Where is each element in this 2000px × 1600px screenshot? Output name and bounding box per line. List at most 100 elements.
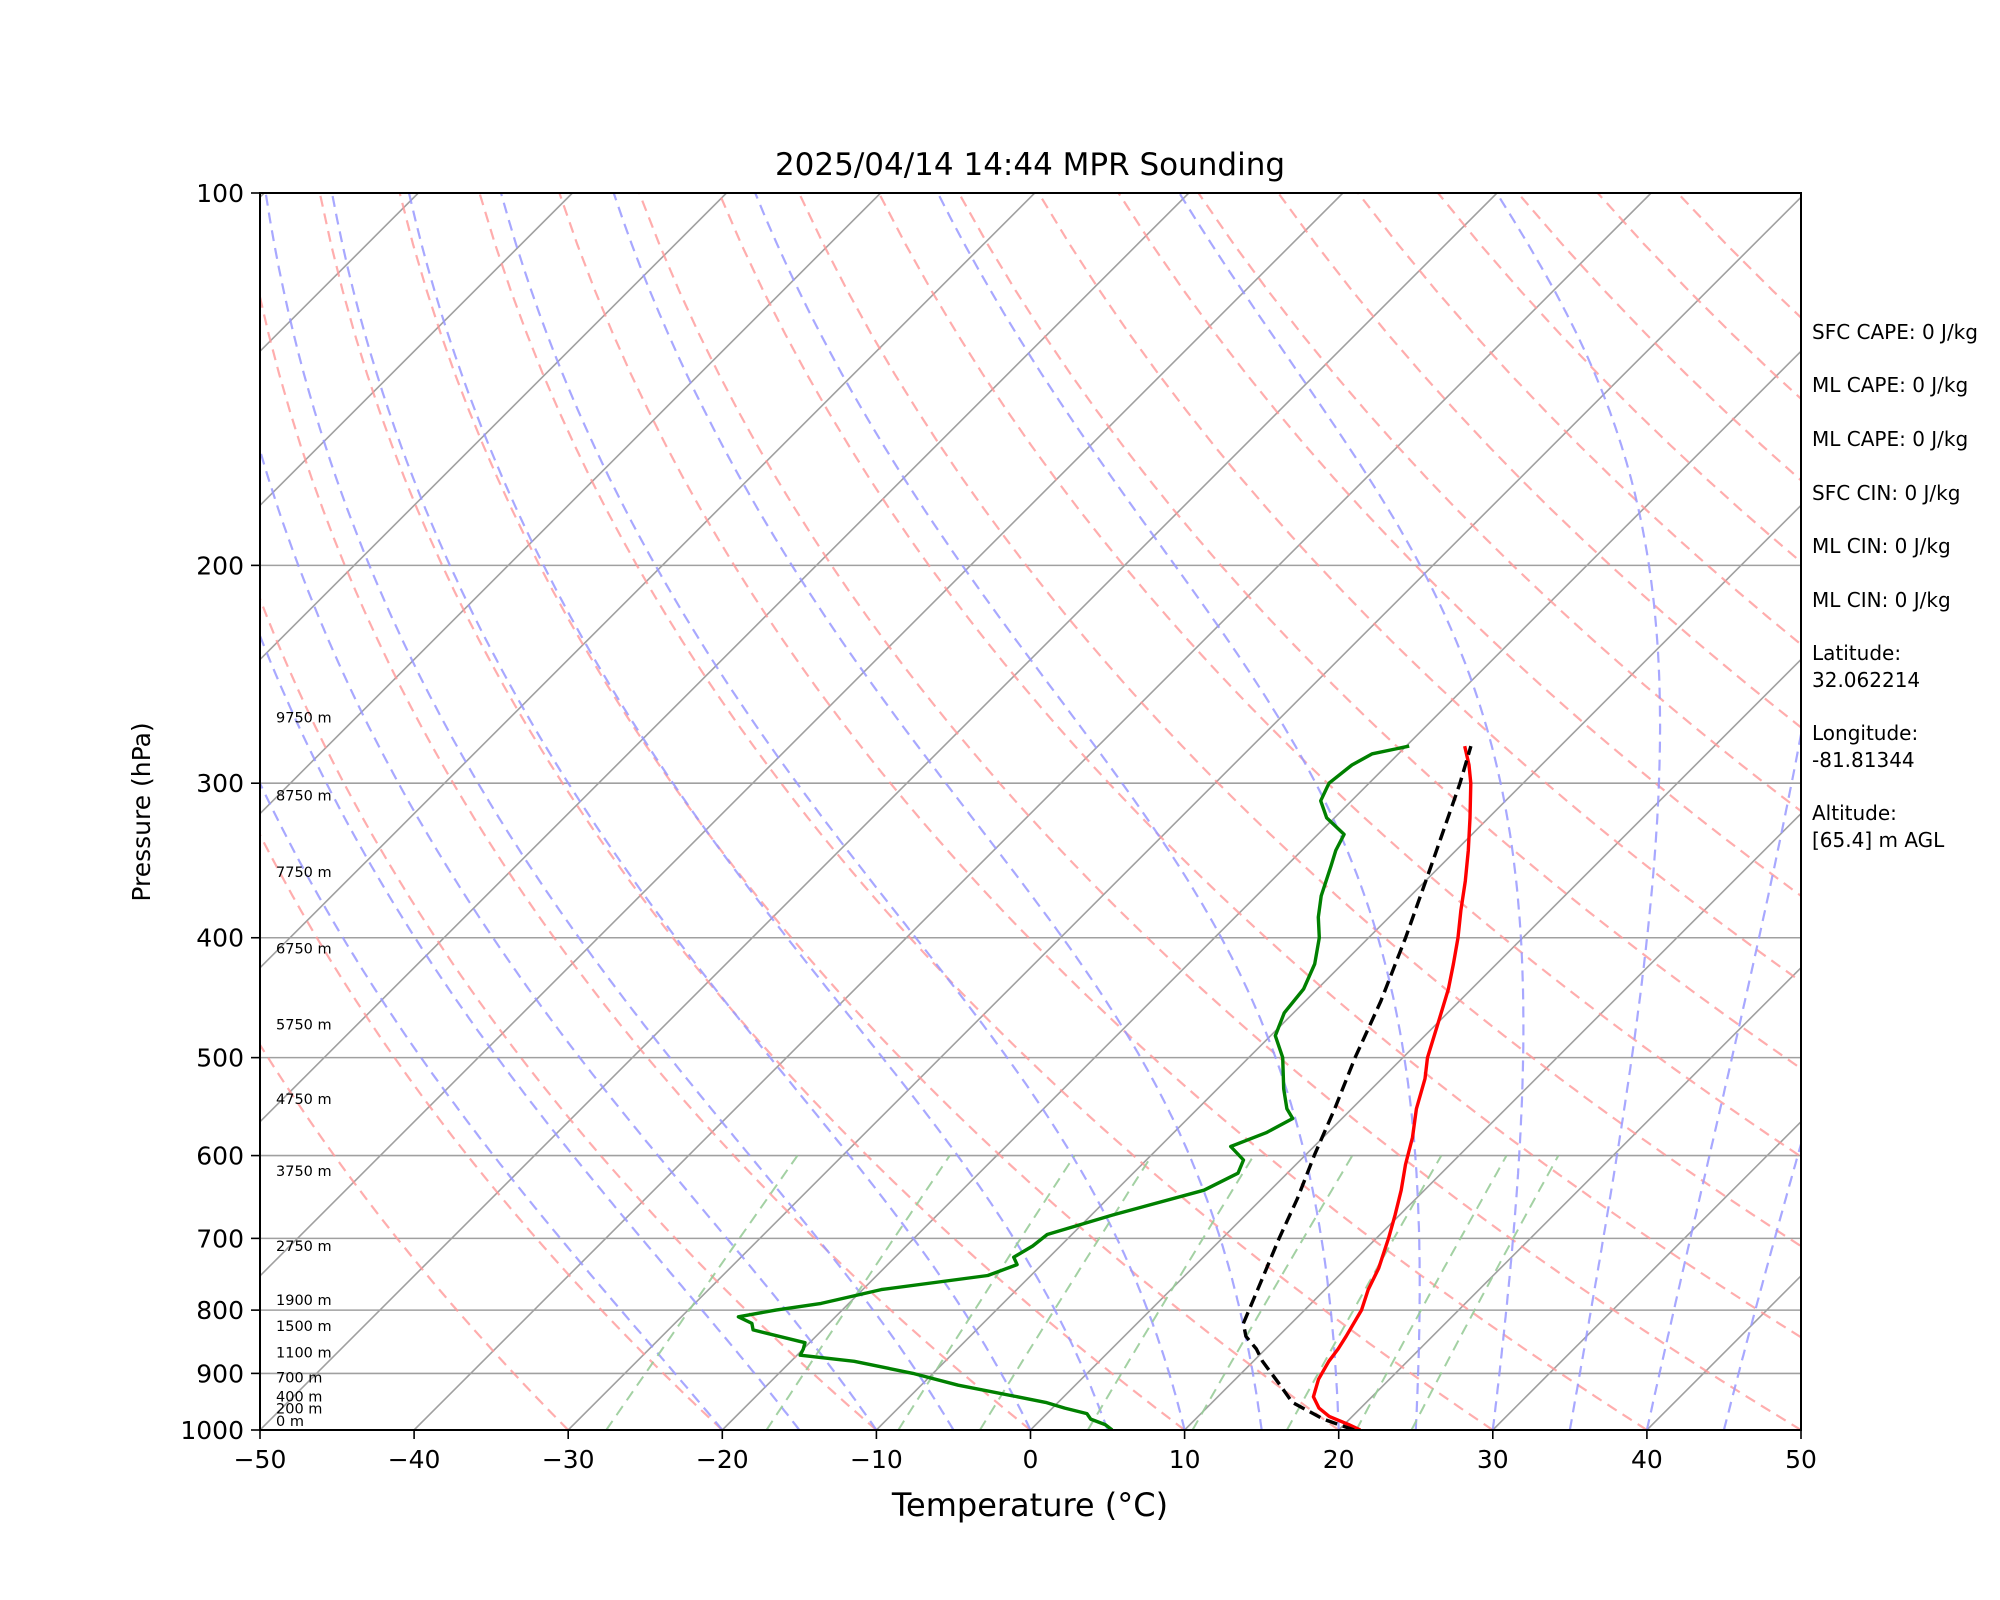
height-label: 8750 m xyxy=(276,788,332,804)
y-tick-label: 500 xyxy=(196,1044,244,1073)
dry-adiabat-line xyxy=(318,193,1186,1430)
dry-adiabat-line xyxy=(260,292,1032,1430)
annotation-text: 32.062214 xyxy=(1812,668,1920,692)
x-tick-label: −20 xyxy=(696,1445,749,1474)
dry-adiabat-line xyxy=(260,1042,569,1430)
moist-adiabat-line xyxy=(330,193,1032,1430)
dry-adiabat-line xyxy=(957,193,1801,1070)
background-lines xyxy=(0,193,1801,1430)
height-label: 700 m xyxy=(276,1370,322,1386)
height-label: 9750 m xyxy=(276,711,332,727)
y-tick-label: 700 xyxy=(196,1224,244,1253)
dewpoint-profile-line xyxy=(736,744,1410,1430)
dry-adiabat-line xyxy=(638,193,1801,1430)
isotherm-line xyxy=(260,193,573,507)
x-tick-label: 10 xyxy=(1169,1445,1201,1474)
x-axis-ticks: −50 −40 −30 −20 −10 0 10 20 30 40 50 xyxy=(234,1430,1817,1474)
y-axis-ticks: 100 200 300 400 500 600 700 800 900 1000 xyxy=(180,179,260,1445)
moist-adiabat-line xyxy=(1722,1140,1801,1430)
x-tick-label: −10 xyxy=(850,1445,903,1474)
mixing-ratio-line xyxy=(1410,1155,1560,1430)
dry-adiabat-line xyxy=(558,193,1648,1430)
dry-adiabat-line xyxy=(877,193,1801,1158)
y-tick-label: 200 xyxy=(196,551,244,580)
y-tick-label: 100 xyxy=(196,179,244,208)
annotation-text: ML CIN: 0 J/kg xyxy=(1812,534,1951,558)
dry-adiabat-line xyxy=(260,595,878,1430)
annotation-text: ML CIN: 0 J/kg xyxy=(1812,588,1951,612)
isotherm-line xyxy=(260,193,882,815)
y-tick-label: 1000 xyxy=(180,1416,244,1445)
annotation-text: Latitude: xyxy=(1812,641,1901,665)
height-label: 5750 m xyxy=(276,1017,332,1033)
isotherm-line xyxy=(260,193,1036,969)
isotherm-line xyxy=(260,193,1190,1123)
mixing-ratio-line xyxy=(1286,1155,1443,1430)
isotherm-line xyxy=(1029,658,1801,1430)
moist-adiabat-line xyxy=(260,780,724,1430)
x-tick-label: 0 xyxy=(1023,1445,1039,1474)
annotation-text: -81.81344 xyxy=(1812,748,1915,772)
mixing-ratio-line xyxy=(1086,1155,1255,1430)
x-axis-label: Temperature (°C) xyxy=(891,1486,1168,1524)
x-tick-label: 30 xyxy=(1477,1445,1509,1474)
isotherm-line xyxy=(260,193,728,661)
annotation-text: Altitude: xyxy=(1812,801,1897,825)
x-tick-label: 40 xyxy=(1631,1445,1663,1474)
height-label: 3750 m xyxy=(276,1164,332,1180)
isotherm-line xyxy=(721,350,1801,1430)
mixing-ratio-line xyxy=(1355,1155,1508,1430)
dry-adiabat-line xyxy=(398,193,1340,1430)
isotherm-line xyxy=(1184,812,1801,1430)
x-tick-label: −40 xyxy=(388,1445,441,1474)
annotation-text: ML CAPE: 0 J/kg xyxy=(1812,427,1968,451)
isotherm-line xyxy=(0,193,110,1430)
dry-adiabat-line xyxy=(260,832,724,1430)
moist-adiabat-line xyxy=(260,446,878,1430)
moist-adiabat-line xyxy=(754,193,1340,1430)
height-label: 400 m xyxy=(276,1389,322,1405)
height-label: 0 m xyxy=(276,1414,304,1430)
annotation-text: SFC CIN: 0 J/kg xyxy=(1812,481,1960,505)
x-tick-label: 50 xyxy=(1785,1445,1817,1474)
moist-adiabat-line xyxy=(407,193,1109,1430)
y-tick-label: 400 xyxy=(196,924,244,953)
isotherm-line xyxy=(260,193,1344,1278)
mixing-ratio-line xyxy=(765,1155,951,1430)
height-label: 4750 m xyxy=(276,1092,332,1108)
moist-adiabat-line xyxy=(264,193,955,1430)
moist-adiabat-line xyxy=(499,193,1186,1430)
mixing-ratio-line xyxy=(605,1155,799,1430)
annotation-text: [65.4] m AGL xyxy=(1812,828,1945,852)
plot-frame xyxy=(259,192,1802,1431)
height-label: 1900 m xyxy=(276,1293,332,1309)
height-label: 6750 m xyxy=(276,942,332,958)
isotherm-line xyxy=(567,196,1801,1430)
moist-adiabat-line xyxy=(612,193,1263,1430)
isotherm-line xyxy=(1492,1120,1801,1430)
y-tick-label: 600 xyxy=(196,1142,244,1171)
isotherm-line xyxy=(260,193,1498,1430)
profile-lines xyxy=(736,744,1473,1430)
height-label: 7750 m xyxy=(276,865,332,881)
height-label: 200 m xyxy=(276,1401,322,1417)
height-label: 1100 m xyxy=(276,1345,332,1361)
dry-adiabat-line xyxy=(478,193,1494,1430)
dry-adiabat-line xyxy=(1197,193,1801,813)
isotherm-line xyxy=(413,193,1652,1430)
moist-adiabat-line xyxy=(1495,193,1662,1430)
mixing-ratio-line xyxy=(897,1155,1076,1430)
mixing-ratio-line xyxy=(979,1155,1153,1430)
temperature-profile-line xyxy=(1311,745,1473,1430)
y-tick-label: 800 xyxy=(196,1296,244,1325)
dry-adiabat-line xyxy=(718,193,1801,1339)
dry-adiabat-line xyxy=(798,193,1801,1248)
height-label: 2750 m xyxy=(276,1239,332,1255)
annotation-text: ML CAPE: 0 J/kg xyxy=(1812,373,1968,397)
moist-adiabat-line xyxy=(1645,728,1801,1430)
x-tick-label: −30 xyxy=(542,1445,595,1474)
parcel-profile-line xyxy=(1241,745,1473,1430)
